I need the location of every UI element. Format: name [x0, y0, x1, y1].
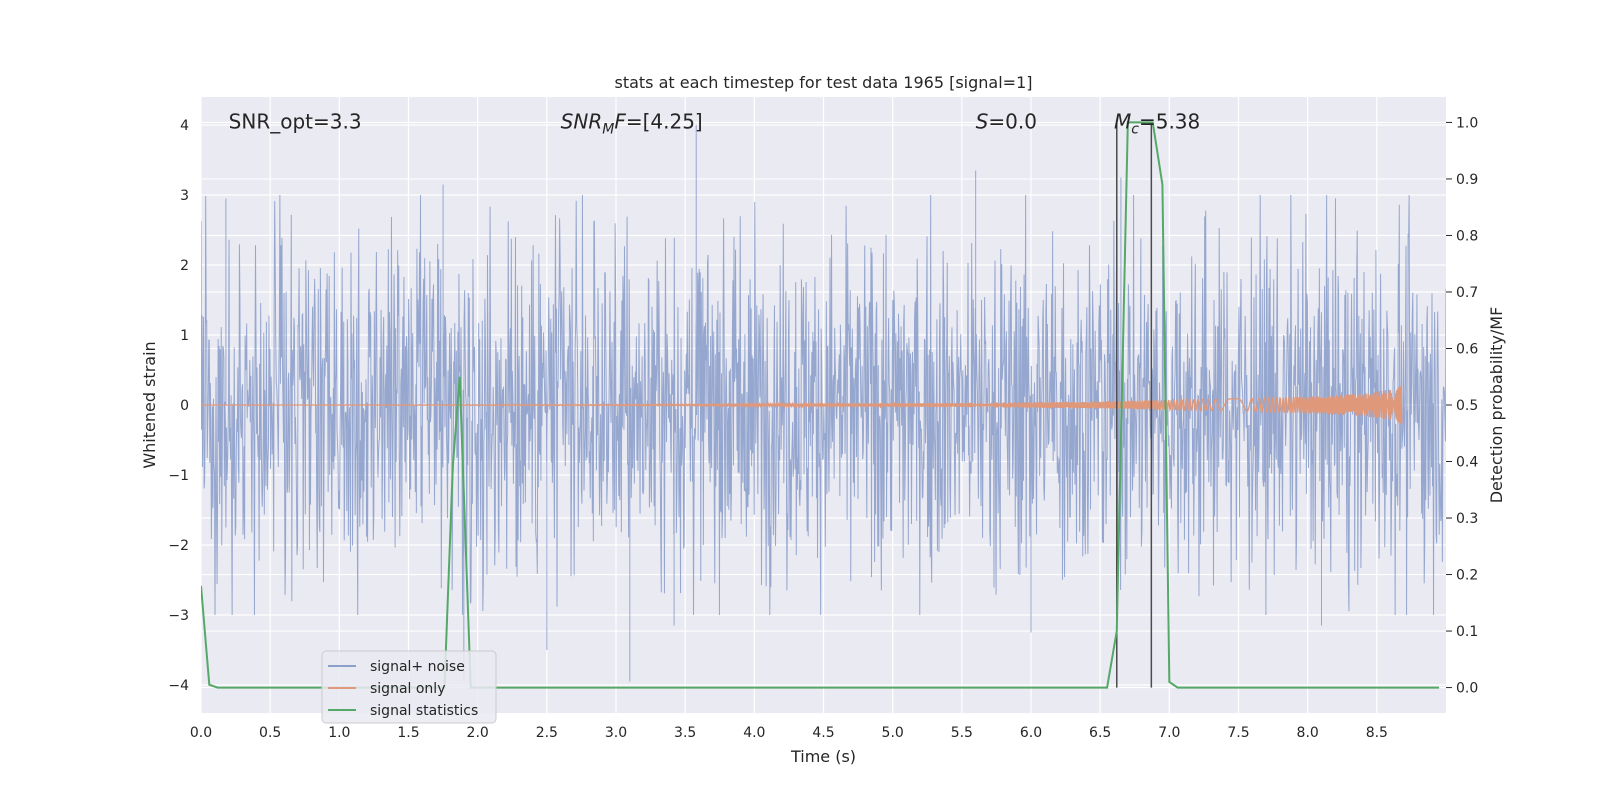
y-tick-label: 0	[180, 398, 189, 414]
legend-entry: signal+ noise	[370, 659, 465, 675]
annotation-math: SNR	[561, 110, 603, 134]
y2-tick-label: 1.0	[1456, 115, 1478, 131]
legend-entry: signal only	[370, 681, 445, 697]
x-tick-label: 6.5	[1089, 725, 1111, 741]
legend: signal+ noise signal only signal statistic…	[321, 650, 497, 724]
x-axis-ticks: 0.0 0.5 1.0 1.5 2.0 2.5 3.0 3.5 4.0 4.5 5.0 5.5 6.0 6…	[190, 725, 1388, 741]
y-tick-label: 3	[180, 188, 189, 204]
x-tick-label: 0.5	[259, 725, 281, 741]
y-tick-label: 2	[180, 258, 189, 274]
annotation-text: SNR_opt=3.3	[229, 110, 362, 134]
series-signal-plus-noise	[201, 125, 1446, 682]
y-tick-label: 4	[180, 118, 189, 134]
y2-axis-label: Detection probability/MF	[1487, 307, 1506, 504]
x-tick-label: 0.0	[190, 725, 212, 741]
annotation-value: =[4.25]	[626, 110, 703, 134]
y-axis-ticks: 4 3 2 1 0 −1 −2 −3 −4	[168, 118, 189, 694]
y2-tick-label: 0.7	[1456, 285, 1478, 301]
x-tick-label: 3.5	[674, 725, 696, 741]
x-axis-label: Time (s)	[790, 747, 856, 766]
x-tick-label: 1.0	[328, 725, 350, 741]
y-tick-label: −2	[168, 538, 189, 554]
y-tick-label: −1	[168, 468, 189, 484]
x-tick-label: 5.0	[882, 725, 904, 741]
x-tick-label: 3.0	[605, 725, 627, 741]
x-tick-label: 2.5	[536, 725, 558, 741]
y-tick-label: −3	[168, 608, 189, 624]
annotation-math: M	[1114, 110, 1131, 134]
series-signal-only	[201, 386, 1403, 424]
x-tick-label: 6.0	[1020, 725, 1042, 741]
annotation-value: =0.0	[988, 110, 1037, 134]
noise-trace	[201, 125, 1446, 682]
signal-trace	[201, 386, 1403, 424]
x-tick-label: 8.0	[1297, 725, 1319, 741]
y2-tick-label: 0.1	[1456, 624, 1478, 640]
legend-box	[321, 650, 497, 724]
y-tick-label: 1	[180, 328, 189, 344]
y2-tick-label: 0.6	[1456, 341, 1478, 357]
annotation-text: S=0.0	[976, 110, 1037, 134]
annotation-math: c	[1131, 122, 1139, 138]
y-axis-label: Whitened strain	[140, 341, 159, 468]
annotation-text: Mc=5.38	[1114, 110, 1200, 138]
x-tick-label: 7.0	[1158, 725, 1180, 741]
x-tick-label: 4.0	[743, 725, 765, 741]
annotation-math: M	[602, 122, 614, 138]
y2-tick-label: 0.2	[1456, 568, 1478, 584]
y2-tick-label: 0.3	[1456, 511, 1478, 527]
x-tick-label: 4.5	[812, 725, 834, 741]
y2-tick-label: 0.8	[1456, 228, 1478, 244]
y-tick-label: −4	[168, 678, 189, 694]
y2-axis-ticks: 1.0 0.9 0.8 0.7 0.6 0.5 0.4 0.3 0.2 0.1 0.0	[1446, 115, 1478, 697]
x-tick-label: 7.5	[1227, 725, 1249, 741]
annotation-math: S	[976, 110, 989, 134]
y2-tick-label: 0.5	[1456, 398, 1478, 414]
chart-title: stats at each timestep for test data 196…	[614, 73, 1032, 92]
x-tick-label: 5.5	[951, 725, 973, 741]
x-tick-label: 1.5	[397, 725, 419, 741]
y2-tick-label: 0.0	[1456, 681, 1478, 697]
legend-entry: signal statistics	[370, 703, 478, 719]
annotation-value: =5.38	[1139, 110, 1200, 134]
y2-tick-label: 0.4	[1456, 455, 1478, 471]
x-tick-label: 8.5	[1366, 725, 1388, 741]
y2-tick-label: 0.9	[1456, 172, 1478, 188]
annotation-text: SNRMF=[4.25]	[561, 110, 703, 138]
annotations: SNR_opt=3.3 SNRMF=[4.25] S=0.0 Mc=5.38	[229, 110, 1201, 138]
x-tick-label: 2.0	[467, 725, 489, 741]
annotation-math: F	[614, 110, 626, 134]
